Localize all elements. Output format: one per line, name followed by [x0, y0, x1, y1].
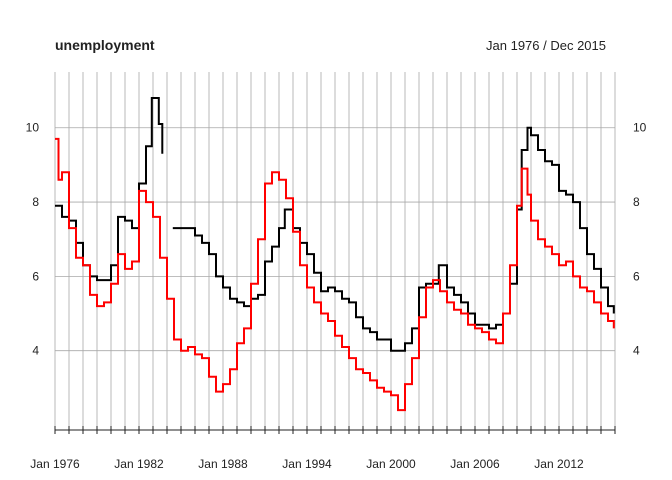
x-tick-label: Jan 1976 — [30, 457, 80, 471]
x-tick-label: Jan 1982 — [114, 457, 164, 471]
x-axis — [54, 426, 616, 434]
date-range-label: Jan 1976 / Dec 2015 — [486, 38, 606, 53]
x-tick-label: Jan 2006 — [450, 457, 500, 471]
y-tick-label-left: 10 — [26, 121, 40, 135]
y-tick-label-right: 10 — [633, 121, 647, 135]
x-tick-label: Jan 1988 — [198, 457, 248, 471]
y-tick-label-left: 8 — [32, 195, 39, 209]
x-tick-label: Jan 2000 — [366, 457, 416, 471]
series-line-2 — [55, 137, 615, 412]
chart-title: unemployment — [55, 37, 155, 53]
y-tick-label-right: 8 — [633, 195, 640, 209]
y-axis-left: 4 6 8 10 — [26, 121, 40, 358]
x-tick-label: Jan 2012 — [534, 457, 584, 471]
x-tick-labels: Jan 1976 Jan 1982 Jan 1988 Jan 1994 Jan 2000… — [30, 457, 584, 471]
series-layer — [55, 97, 615, 412]
y-tick-label-right: 6 — [633, 269, 640, 283]
y-tick-label-right: 4 — [633, 344, 640, 358]
series-line-1 — [55, 97, 615, 352]
x-tick-label: Jan 1994 — [282, 457, 332, 471]
y-tick-label-left: 4 — [32, 344, 39, 358]
y-axis-right: 4 6 8 10 — [633, 121, 647, 358]
y-tick-label-left: 6 — [32, 269, 39, 283]
